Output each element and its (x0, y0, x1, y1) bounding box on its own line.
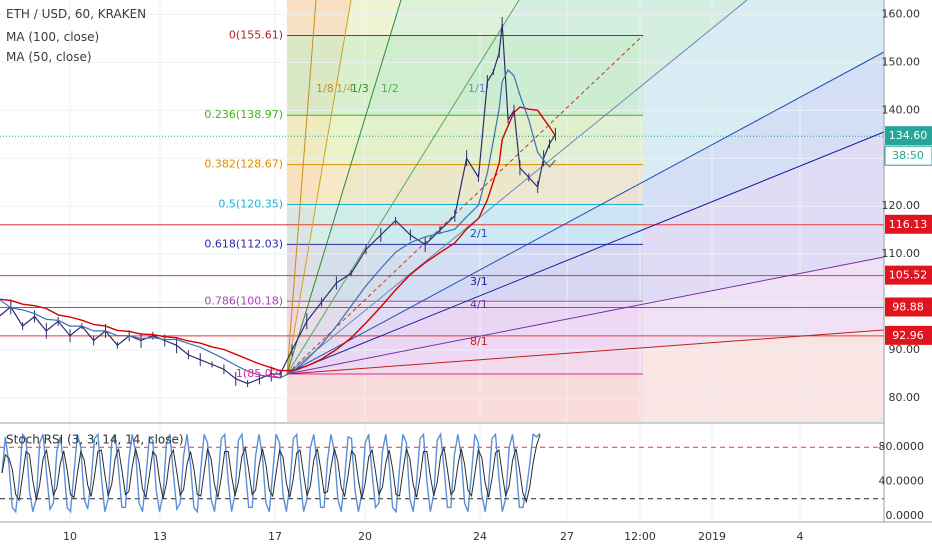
price-axis-tick: 110.00 (882, 247, 921, 260)
stoch-rsi-pane: Stoch RSI (3, 3, 14, 14, close) (0, 422, 932, 514)
red-level-badge (885, 297, 932, 317)
gann-fan-label: 4/1 (470, 298, 488, 311)
gann-fan-line (286, 51, 885, 375)
gann-fan-lines (286, 0, 885, 375)
price-axis-tick: 160.00 (882, 7, 921, 20)
time-axis-tick: 4 (797, 530, 804, 543)
price-axis: 80.00 90.00 110.00 120.00 140.00 150.00 160.00… (879, 0, 932, 522)
red-level-badge (885, 325, 932, 345)
time-axis-tick: 12:00 (624, 530, 656, 543)
fib-level-label: 0.786(100.18) (204, 294, 283, 307)
time-axis-tick: 24 (473, 530, 487, 543)
price-axis-tick: 90.00 (889, 343, 921, 356)
drawing-labels: 0(155.61) 0.236(138.97) 0.382(128.67) 0.5(1… (204, 28, 487, 380)
red-level-label: 116.13 (889, 218, 928, 231)
red-level-badge (885, 214, 932, 234)
current-price-badge (885, 126, 932, 146)
gann-fan-label: 8/1 (470, 335, 488, 348)
gann-fan-label: 1/3 (351, 82, 369, 95)
gann-fan-label: 1/4 (336, 82, 354, 95)
fib-level-label: 0.618(112.03) (204, 237, 283, 250)
price-axis-tick: 120.00 (882, 199, 921, 212)
fib-diagonal (286, 35, 644, 375)
rsi-axis-tick: 40.0000 (879, 475, 925, 488)
time-axis-tick: 2019 (698, 530, 726, 543)
time-axis-tick: 13 (153, 530, 167, 543)
ma100-legend[interactable]: MA (100, close) (6, 30, 100, 44)
rsi-axis-tick: 0.0000 (886, 509, 925, 522)
countdown-badge (884, 145, 932, 166)
fib-level-label: 1(85.02) (236, 367, 283, 380)
gann-fan-label: 2/1 (470, 227, 488, 240)
gann-fan-line (286, 0, 402, 375)
time-axis: 10 13 17 20 24 27 12:00 2019 4 (0, 521, 932, 543)
gann-fan-label: 3/1 (470, 275, 488, 288)
ma50-legend[interactable]: MA (50, close) (6, 50, 92, 64)
gann-fan-line (286, 0, 520, 375)
stoch-rsi-title: Stoch RSI (3, 3, 14, 14, close) (6, 433, 184, 447)
gann-fan-line (286, 0, 352, 375)
gann-fan-label: 1/8 (316, 82, 334, 95)
gann-fan-line (286, 256, 885, 375)
price-axis-tick: 150.00 (882, 55, 921, 68)
countdown-label: 38:50 (892, 149, 924, 162)
symbol-title[interactable]: ETH / USD, 60, KRAKEN (6, 7, 147, 21)
fib-level-label: 0.236(138.97) (204, 108, 283, 121)
fib-level-label: 0.382(128.67) (204, 158, 283, 171)
gann-fan-line (286, 329, 885, 375)
time-axis-tick: 17 (268, 530, 282, 543)
fib-gann-fills (287, 0, 884, 422)
time-axis-tick: 20 (358, 530, 372, 543)
fib-band (287, 115, 643, 165)
time-axis-tick: 27 (560, 530, 574, 543)
ma100-line (0, 106, 556, 372)
red-level-label: 92.96 (892, 329, 924, 342)
grid-lines (0, 0, 884, 522)
red-level-label: 105.52 (889, 269, 928, 282)
rsi-axis-tick: 80.0000 (879, 440, 925, 453)
gann-fan-line (286, 0, 317, 374)
gann-fan-line (286, 131, 885, 375)
fib-band (287, 244, 643, 302)
price-series (0, 16, 556, 388)
fib-band (287, 164, 643, 205)
price-axis-tick: 140.00 (882, 103, 921, 116)
red-level-badge (885, 265, 932, 285)
gann-fan-line (286, 0, 748, 375)
fib-level-label: 0.5(120.35) (218, 198, 283, 211)
price-axis-bg (884, 0, 932, 522)
red-level-label: 98.88 (892, 300, 924, 313)
fib-level-label: 0(155.61) (229, 28, 283, 41)
gann-fan-label: 1/1 (468, 82, 486, 95)
horizontal-levels (0, 34, 884, 375)
fib-band (287, 35, 643, 116)
ma50-line (0, 69, 556, 379)
gann-fan-label: 1/2 (381, 82, 399, 95)
time-axis-tick: 10 (63, 530, 77, 543)
price-axis-tick: 80.00 (889, 391, 921, 404)
stoch-rsi-d-line (1, 434, 541, 504)
current-price-label: 134.60 (889, 129, 928, 142)
